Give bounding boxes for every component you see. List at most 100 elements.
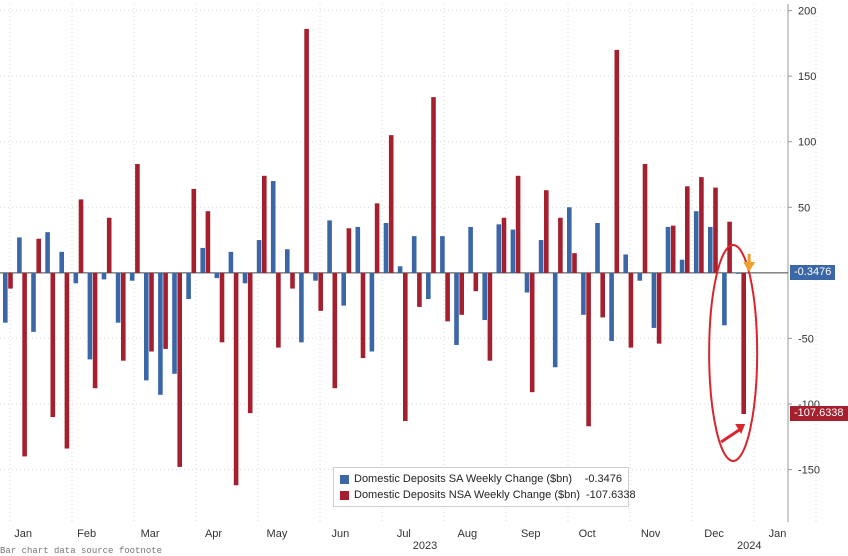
x-month-label: Oct <box>579 528 596 540</box>
sa-bar <box>708 226 713 273</box>
y-tick-label: 100 <box>798 137 816 149</box>
sa-bar <box>313 272 318 281</box>
sa-bar <box>411 236 417 273</box>
nsa-bar <box>544 190 549 273</box>
sa-bar <box>129 272 135 281</box>
nsa-bar <box>106 217 112 273</box>
nsa-bar <box>304 28 309 273</box>
nsa-bar <box>92 272 98 389</box>
nsa-bar <box>360 272 366 359</box>
red-arrow-head <box>735 424 746 434</box>
nsa-bar <box>177 272 182 467</box>
sa-bar <box>299 272 304 343</box>
legend-sa-value: -0.3476 <box>584 473 622 485</box>
nsa-bar <box>262 175 267 273</box>
x-month-label: Jan <box>769 528 787 540</box>
bars <box>3 28 746 486</box>
sa-bar <box>73 272 79 284</box>
sa-bar <box>609 272 614 342</box>
highlight-ellipse <box>708 244 759 462</box>
nsa-bar <box>713 187 718 273</box>
nsa-bar <box>417 272 422 307</box>
nsa-bar <box>22 272 27 457</box>
nsa-bar <box>445 272 450 322</box>
sa-bar <box>242 272 248 284</box>
nsa-bar <box>572 253 577 273</box>
nsa-bar <box>670 225 676 273</box>
sa-bar <box>101 272 107 280</box>
nsa-bar <box>219 272 225 343</box>
sa-bar <box>144 272 149 381</box>
nsa-bar <box>318 272 323 311</box>
nsa-bar <box>403 272 408 422</box>
nsa-bar <box>290 272 295 289</box>
sa-bar <box>468 226 473 273</box>
nsa-last-value-tag: -107.6338 <box>790 405 848 421</box>
nsa-bar <box>149 272 154 352</box>
nsa-bar <box>614 49 620 273</box>
sa-bar <box>665 226 671 273</box>
nsa-bar <box>121 272 126 361</box>
nsa-bar <box>431 97 436 273</box>
nsa-bar <box>233 272 239 486</box>
nsa-bar <box>346 228 352 273</box>
sa-bar <box>651 272 657 328</box>
legend-nsa-value: -107.6338 <box>586 489 636 501</box>
sa-bar <box>115 272 121 323</box>
sa-bar <box>256 240 262 273</box>
x-month-label: Apr <box>205 528 222 540</box>
nsa-bar <box>332 272 338 389</box>
nsa-bar <box>374 203 380 273</box>
sa-bar <box>722 272 727 326</box>
sa-last-value-tag: -0.3476 <box>790 265 836 281</box>
sa-bar <box>623 254 628 273</box>
nsa-bar <box>163 272 168 349</box>
sa-bar <box>59 251 64 273</box>
nsa-bar <box>487 272 493 361</box>
x-month-label: Sep <box>521 528 541 540</box>
x-year-label: 2023 <box>413 540 437 552</box>
sa-bar <box>383 223 389 273</box>
sa-bar <box>637 272 643 281</box>
sa-bar <box>214 272 220 279</box>
x-month-label: Nov <box>641 528 661 540</box>
sa-bar <box>567 207 572 273</box>
nsa-bar <box>558 217 563 273</box>
sa-bar <box>45 232 50 273</box>
y-tick-label: 150 <box>798 71 816 83</box>
nsa-bar <box>50 272 56 418</box>
sa-bar <box>693 211 699 273</box>
sa-bar <box>524 272 530 293</box>
sa-bar <box>17 237 22 273</box>
y-tick-label: 200 <box>798 6 816 18</box>
nsa-bar <box>600 272 605 318</box>
nsa-bar <box>205 211 211 273</box>
legend: Domestic Deposits SA Weekly Change ($bn)… <box>333 467 636 507</box>
nsa-bar <box>699 177 704 273</box>
sa-bar <box>369 272 375 352</box>
x-month-label: Jun <box>332 528 350 540</box>
nsa-bar <box>191 188 197 273</box>
orange-arrow-head <box>743 262 756 272</box>
nsa-bar <box>388 135 394 273</box>
x-month-label: Dec <box>704 528 724 540</box>
x-axis-labels: Jan Feb Mar Apr May Jun Jul Aug Sep Oct Nov Dec Jan 2… <box>14 528 786 552</box>
y-tick-label: -50 <box>798 333 814 345</box>
nsa-bar <box>727 221 732 273</box>
nsa-bar <box>78 199 84 273</box>
sa-bar <box>186 272 191 300</box>
sa-bar <box>31 272 36 332</box>
legend-nsa-label: Domestic Deposits NSA Weekly Change ($bn… <box>354 489 581 501</box>
sa-bar <box>397 266 403 273</box>
nsa-bar <box>8 272 13 289</box>
y-tick-label: -150 <box>798 465 820 477</box>
sa-bar <box>454 272 459 345</box>
nsa-bar <box>64 272 70 449</box>
nsa-bar <box>135 163 140 273</box>
nsa-bar <box>473 272 479 292</box>
nsa-bar <box>515 175 521 273</box>
sa-bar <box>3 272 8 323</box>
sa-bar <box>440 236 445 273</box>
grid-lines <box>0 4 817 522</box>
